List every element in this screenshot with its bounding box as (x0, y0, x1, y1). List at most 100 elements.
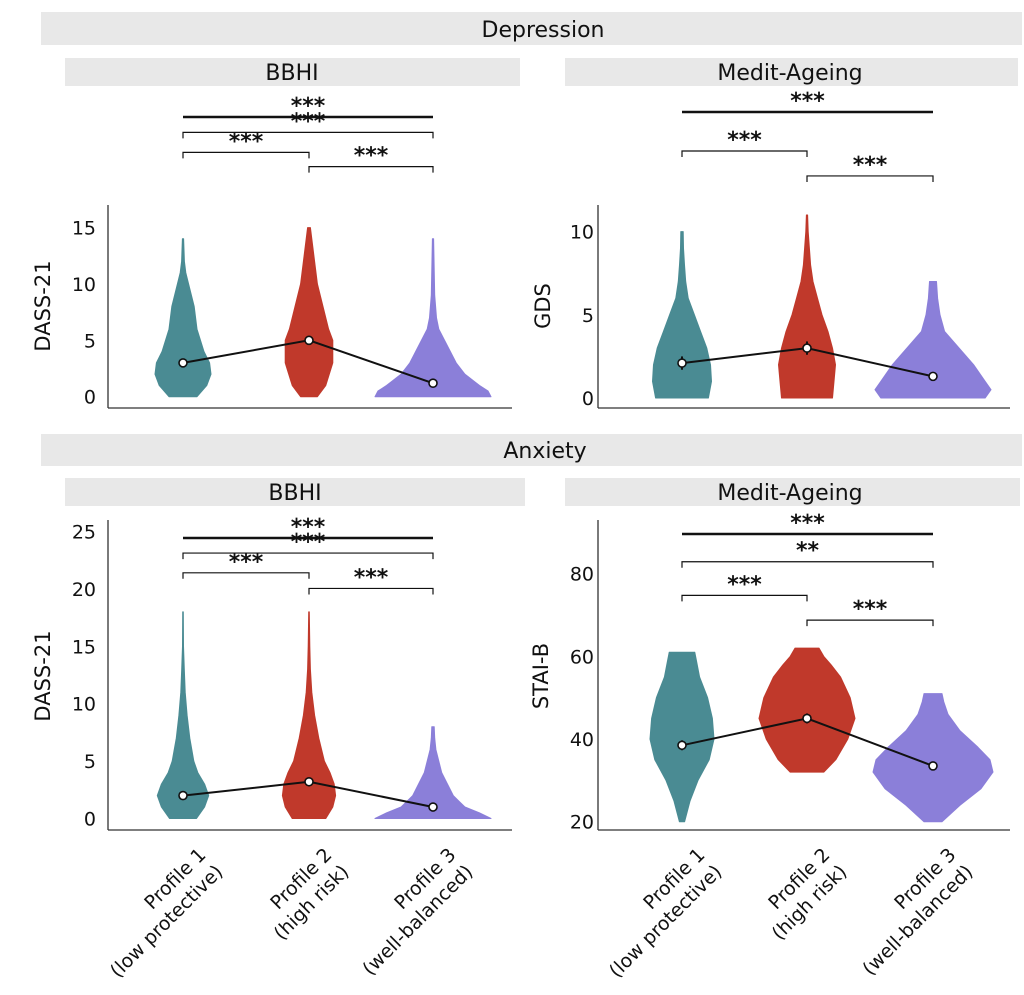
significance-bracket: *** (182, 530, 434, 560)
significance-bracket: *** (183, 515, 433, 540)
bracket-line (681, 561, 934, 568)
y-tick-label: 20 (72, 579, 96, 601)
panel-strip (565, 58, 1018, 86)
significance-label: *** (229, 550, 264, 575)
panel-strip (65, 478, 525, 506)
significance-bracket: *** (308, 144, 434, 173)
mean-point (178, 790, 188, 801)
violin-profile-1 (649, 651, 715, 823)
bracket-line (182, 131, 434, 139)
panel-title: BBHI (268, 481, 321, 506)
mean-point (178, 358, 188, 368)
significance-bracket: *** (682, 511, 933, 536)
y-tick-label: 5 (84, 330, 96, 352)
mean-point (802, 343, 812, 353)
mean-trend (178, 335, 438, 388)
y-tick-label: 10 (72, 694, 96, 716)
significance-brackets: ************ (182, 94, 434, 173)
significance-bracket: *** (682, 89, 933, 114)
x-axis-labels-right: Profile 1(low protective) Profile 2(high … (605, 844, 977, 982)
panel-strip (65, 58, 520, 86)
y-tick-label: 40 (570, 729, 594, 751)
bracket-line (182, 552, 434, 560)
y-tick-label: 5 (84, 751, 96, 773)
y-axis-label: STAI-B (529, 643, 553, 709)
significance-label: *** (853, 153, 888, 178)
mean-point (928, 371, 938, 382)
y-tick-label: 60 (570, 646, 594, 668)
y-tick-label: 0 (84, 387, 96, 409)
section-strip-depression (41, 12, 1022, 45)
violin-profile-3 (872, 693, 994, 823)
significance-bracket: *** (806, 597, 934, 627)
section-title-anxiety: Anxiety (503, 439, 586, 464)
significance-label: *** (853, 597, 888, 622)
panel-strip (565, 478, 1020, 506)
significance-label: ** (796, 539, 820, 564)
mean-point (428, 802, 438, 812)
violin-profile-1 (652, 231, 712, 399)
significance-label: *** (354, 144, 389, 169)
significance-brackets: *** *** *** (681, 89, 934, 182)
significance-label: *** (727, 572, 762, 597)
significance-bracket: *** (308, 565, 434, 595)
y-tick-label: 20 (570, 812, 594, 834)
section-strip-anxiety (41, 434, 1022, 466)
significance-bracket: *** (183, 94, 433, 119)
violins (156, 611, 492, 820)
x-category-label: Profile 1(low protective) (106, 844, 227, 982)
significance-label: *** (291, 109, 326, 134)
x-category-label: Profile 2(high risk) (266, 844, 353, 945)
significance-label: *** (291, 530, 326, 555)
violins (649, 647, 994, 823)
significance-bracket: *** (182, 129, 310, 159)
violin-profile-1 (156, 611, 210, 820)
bracket-line (806, 175, 934, 182)
significance-label: *** (229, 129, 264, 154)
significance-label: *** (727, 128, 762, 153)
x-category-label: Profile 3(well-balanced) (358, 844, 477, 980)
axes: 0 5 10 (570, 205, 1010, 410)
significance-bracket: ** (681, 539, 934, 568)
y-tick-label: 0 (582, 388, 594, 410)
section-title-depression: Depression (482, 18, 605, 43)
mean-point (304, 335, 314, 346)
bracket-line (308, 165, 434, 173)
significance-label: *** (790, 89, 825, 114)
axes: 0 5 10 15 20 25 (72, 520, 512, 831)
violin-profile-2 (758, 647, 856, 773)
y-tick-label: 0 (84, 809, 96, 831)
mean-point (304, 776, 314, 787)
panel-title: Medit-Ageing (717, 481, 862, 506)
significance-bracket: *** (182, 550, 310, 579)
bracket-line (681, 150, 808, 157)
mean-point (428, 378, 438, 388)
y-tick-label: 25 (72, 521, 96, 543)
y-tick-label: 5 (582, 305, 594, 327)
violin-profile-2 (284, 227, 334, 398)
y-tick-label: 15 (72, 218, 96, 240)
y-tick-label: 80 (570, 564, 594, 586)
significance-brackets: *********** (681, 511, 934, 627)
panel-depression-medit-ageing: Medit-Ageing GDS 0 5 10 *** *** *** (531, 58, 1018, 410)
bracket-line (182, 151, 310, 159)
panel-title: Medit-Ageing (717, 61, 862, 86)
section-depression: Depression (41, 12, 1022, 45)
y-axis-label: DASS-21 (31, 260, 55, 351)
violins (154, 227, 492, 398)
mean-trend (677, 341, 938, 382)
mean-trend (677, 713, 938, 771)
significance-bracket: *** (182, 109, 434, 139)
significance-brackets: ************ (182, 515, 434, 595)
significance-label: *** (291, 94, 326, 119)
bracket-line (182, 572, 310, 579)
violin-profile-3 (374, 238, 492, 398)
x-axis-labels-left: Profile 1(low protective) Profile 2(high … (106, 844, 477, 982)
violin-profile-2 (281, 611, 337, 820)
section-anxiety: Anxiety (41, 434, 1022, 466)
mean-point (677, 358, 687, 368)
